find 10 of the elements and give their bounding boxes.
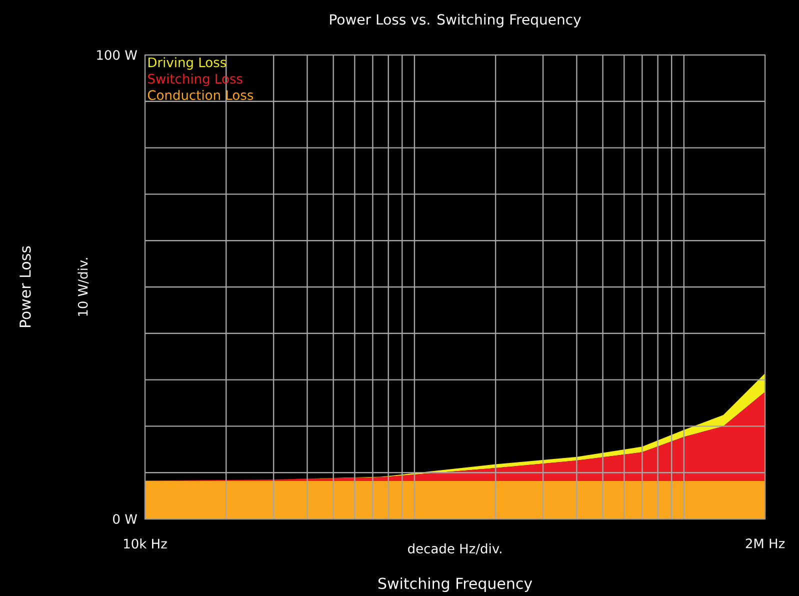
y-tick-label: 100 W	[97, 50, 138, 60]
text: 10 W/div.	[78, 258, 89, 316]
chart-title: Power Loss vs. Switching Frequency	[330, 14, 581, 28]
y-tick-label: 0 W	[113, 514, 138, 524]
x-tick-label: 10k Hz	[124, 538, 167, 549]
x-tick-label: 2M Hz	[746, 538, 785, 548]
text: decade Hz/div.	[408, 543, 502, 554]
x-axis-title: Switching Frequency	[378, 577, 532, 592]
text: Conduction Loss	[148, 90, 254, 100]
y-axis-title: Power Loss	[20, 246, 31, 328]
